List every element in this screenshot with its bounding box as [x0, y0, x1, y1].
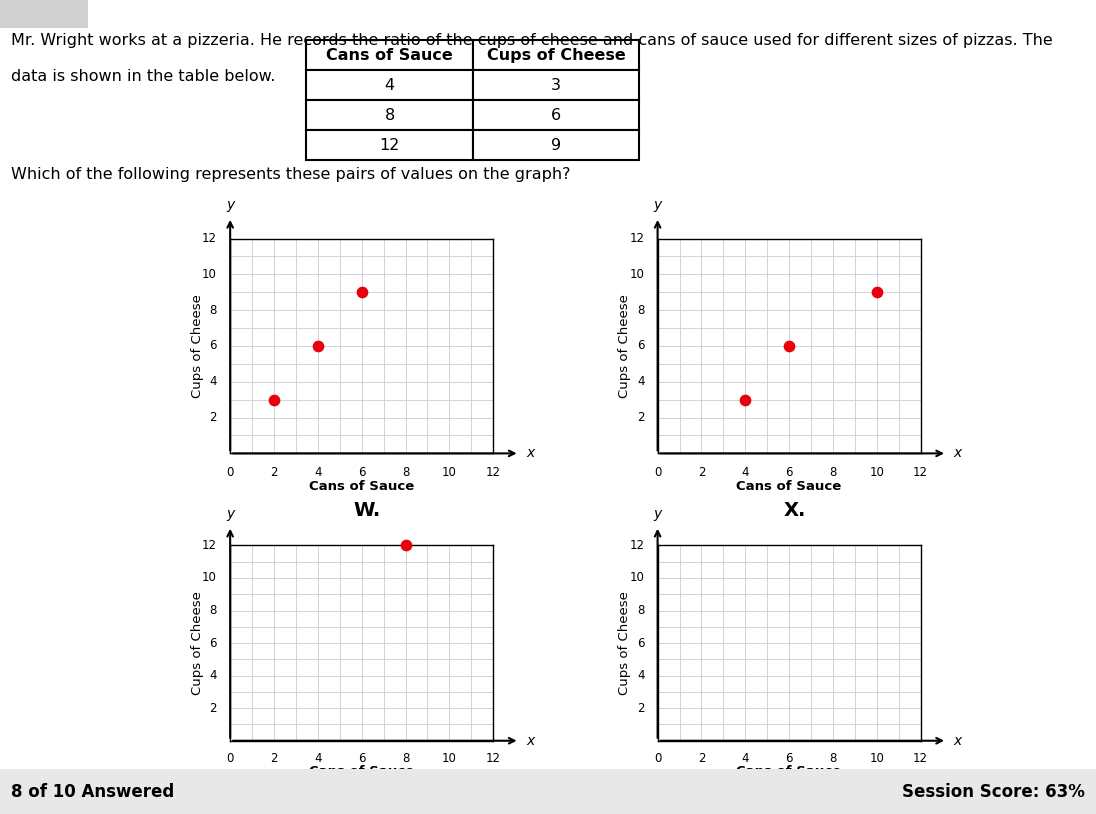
FancyBboxPatch shape [472, 70, 639, 100]
Text: 0: 0 [227, 466, 233, 479]
Text: y: y [226, 198, 235, 212]
FancyBboxPatch shape [306, 41, 472, 70]
Text: x: x [954, 733, 962, 748]
Bar [0, 0, 88, 28]
Point [397, 539, 414, 552]
Text: 2: 2 [209, 702, 217, 715]
Text: 4: 4 [742, 752, 749, 765]
Point [737, 393, 754, 406]
Text: 2: 2 [209, 411, 217, 424]
Text: Cans of Sauce: Cans of Sauce [309, 765, 414, 778]
Text: 12: 12 [486, 752, 501, 765]
Text: 2: 2 [637, 411, 644, 424]
Text: Cups of Cheese: Cups of Cheese [487, 48, 626, 63]
Text: 2: 2 [698, 466, 705, 479]
Text: 10: 10 [442, 466, 457, 479]
Point [780, 339, 798, 352]
FancyBboxPatch shape [472, 100, 639, 130]
Text: Cups of Cheese: Cups of Cheese [191, 294, 204, 398]
Text: y: y [653, 198, 662, 212]
Text: Cans of Sauce: Cans of Sauce [327, 48, 453, 63]
Text: 6: 6 [551, 107, 561, 123]
Text: 0: 0 [227, 752, 233, 765]
Text: 6: 6 [786, 752, 792, 765]
Text: 4: 4 [209, 669, 217, 682]
Text: Cups of Cheese: Cups of Cheese [191, 591, 204, 695]
Text: 8: 8 [402, 466, 409, 479]
Text: 8: 8 [637, 604, 644, 617]
Text: 6: 6 [209, 339, 217, 352]
FancyBboxPatch shape [306, 130, 472, 160]
Text: 10: 10 [442, 752, 457, 765]
Text: data is shown in the table below.: data is shown in the table below. [11, 69, 275, 84]
Text: 9: 9 [551, 138, 561, 153]
Text: 8: 8 [830, 752, 836, 765]
Text: 8: 8 [209, 304, 217, 317]
Text: 3: 3 [551, 78, 561, 93]
Text: 2: 2 [271, 752, 277, 765]
Text: 8 of 10 Answered: 8 of 10 Answered [11, 782, 174, 801]
FancyBboxPatch shape [306, 70, 472, 100]
Text: 10: 10 [202, 268, 217, 281]
Text: 8: 8 [637, 304, 644, 317]
Text: 0: 0 [654, 752, 661, 765]
Text: Which of the following represents these pairs of values on the graph?: Which of the following represents these … [11, 167, 570, 182]
Text: 2: 2 [698, 752, 705, 765]
Text: 2: 2 [637, 702, 644, 715]
Text: 12: 12 [913, 752, 928, 765]
Text: 8: 8 [209, 604, 217, 617]
Text: 12: 12 [486, 466, 501, 479]
Text: 0: 0 [654, 466, 661, 479]
Text: 10: 10 [629, 571, 644, 584]
Text: Cans of Sauce: Cans of Sauce [737, 480, 842, 493]
Text: 12: 12 [629, 539, 644, 552]
Text: 4: 4 [385, 78, 395, 93]
Text: 4: 4 [637, 375, 644, 388]
Text: 12: 12 [202, 232, 217, 245]
Text: Cups of Cheese: Cups of Cheese [618, 294, 631, 398]
Text: Cans of Sauce: Cans of Sauce [309, 480, 414, 493]
Text: 10: 10 [629, 268, 644, 281]
Text: X.: X. [784, 501, 806, 519]
Text: 8: 8 [402, 752, 409, 765]
Text: 12: 12 [379, 138, 400, 153]
Text: 12: 12 [202, 539, 217, 552]
Text: 12: 12 [913, 466, 928, 479]
Text: 2: 2 [271, 466, 277, 479]
Text: x: x [954, 446, 962, 461]
Text: y: y [653, 507, 662, 521]
Text: 6: 6 [209, 637, 217, 650]
Point [309, 339, 327, 352]
Point [265, 393, 283, 406]
Text: 4: 4 [742, 466, 749, 479]
Text: 4: 4 [209, 375, 217, 388]
Text: W.: W. [354, 501, 380, 519]
Text: 12: 12 [629, 232, 644, 245]
Text: x: x [526, 733, 535, 748]
Text: 8: 8 [385, 107, 395, 123]
Text: Session Score: 63%: Session Score: 63% [902, 782, 1085, 801]
FancyBboxPatch shape [306, 100, 472, 130]
Text: 4: 4 [315, 466, 321, 479]
Text: Mr. Wright works at a pizzeria. He records the ratio of the cups of cheese and c: Mr. Wright works at a pizzeria. He recor… [11, 33, 1053, 47]
Text: y: y [226, 507, 235, 521]
Text: 4: 4 [637, 669, 644, 682]
Text: 6: 6 [358, 466, 365, 479]
Text: 10: 10 [202, 571, 217, 584]
Text: 8: 8 [830, 466, 836, 479]
Point [868, 286, 886, 299]
FancyBboxPatch shape [472, 41, 639, 70]
Text: Cans of Sauce: Cans of Sauce [737, 765, 842, 778]
FancyBboxPatch shape [472, 130, 639, 160]
Text: 10: 10 [869, 466, 884, 479]
Point [353, 286, 370, 299]
Text: 6: 6 [786, 466, 792, 479]
Text: Cups of Cheese: Cups of Cheese [618, 591, 631, 695]
Text: 6: 6 [637, 339, 644, 352]
Text: 10: 10 [869, 752, 884, 765]
Text: x: x [526, 446, 535, 461]
Text: 6: 6 [358, 752, 365, 765]
Text: 4: 4 [315, 752, 321, 765]
Text: 6: 6 [637, 637, 644, 650]
